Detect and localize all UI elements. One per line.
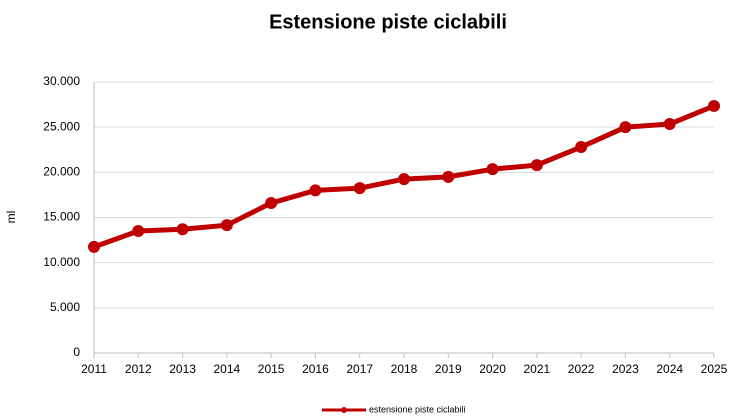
x-tick-label: 2023 [612,362,639,376]
y-tick-label: 15.000 [43,210,80,224]
x-tick-label: 2021 [524,362,551,376]
point [265,197,278,210]
y-axis-label: ml [4,211,18,224]
y-tick-label: 0 [73,345,80,359]
legend-marker [341,407,347,413]
x-tick-label: 2020 [479,362,506,376]
point [575,141,588,154]
point [176,223,189,236]
x-tick-label: 2024 [656,362,683,376]
point [663,118,676,131]
x-tick-label: 2017 [346,362,373,376]
x-tick-label: 2025 [701,362,728,376]
x-tick-label: 2019 [435,362,462,376]
x-tick-label: 2016 [302,362,329,376]
x-tick-label: 2018 [391,362,418,376]
x-tick-label: 2015 [258,362,285,376]
point [486,163,499,176]
y-tick-label: 20.000 [43,165,80,179]
point [708,99,720,112]
x-tick-label: 2014 [214,362,241,376]
x-tick-label: 2012 [125,362,152,376]
point [442,170,455,183]
x-tick-label: 2011 [81,362,107,376]
point [353,182,366,195]
x-tick-label: 2022 [568,362,595,376]
y-tick-label: 30.000 [43,74,80,88]
y-tick-label: 5.000 [50,300,80,314]
point [398,173,410,186]
legend-label: estensione piste ciclabili [369,404,466,414]
x-tick-label: 2013 [169,362,196,376]
point [132,225,145,238]
point [530,159,543,172]
point [619,121,632,134]
point [88,240,100,253]
point [309,184,322,197]
chart-title: Estensione piste ciclabili [269,11,507,33]
y-tick-label: 25.000 [43,119,80,133]
y-tick-label: 10.000 [43,255,80,269]
point [220,219,233,232]
